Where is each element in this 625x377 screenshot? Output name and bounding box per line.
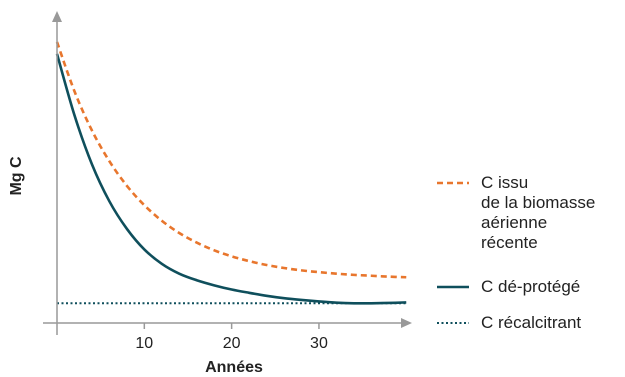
- x-tick-label: 30: [310, 335, 328, 352]
- legend-label-line: récente: [481, 233, 538, 252]
- legend-label-2: C dé-protégé: [481, 277, 580, 296]
- x-tick-label: 20: [223, 335, 241, 352]
- series-line-2: [55, 53, 407, 305]
- legend-label-3: C récalcitrant: [481, 313, 581, 332]
- legend-label-1: C issu de la biomasse aérienne récente: [481, 173, 595, 252]
- legend-label-line: de la biomasse: [481, 193, 595, 212]
- y-axis-arrow-icon: [52, 11, 62, 22]
- x-axis-title: Années: [205, 359, 263, 376]
- x-axis-arrow-icon: [401, 318, 412, 328]
- x-tick-label: 10: [135, 335, 153, 352]
- legend-label-line: C récalcitrant: [481, 313, 581, 332]
- y-axis-title: Mg C: [8, 156, 25, 196]
- legend-label-line: C issu: [481, 173, 528, 192]
- legend-label-line: C dé-protégé: [481, 277, 580, 296]
- legend-label-line: aérienne: [481, 213, 547, 232]
- series-line-1: [55, 41, 407, 279]
